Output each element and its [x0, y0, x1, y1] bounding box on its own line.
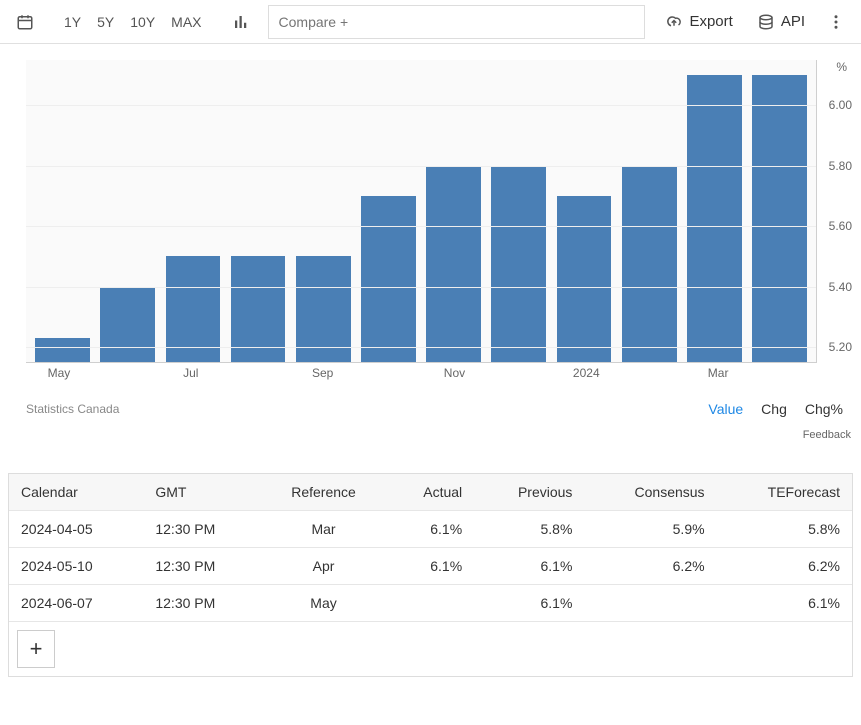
table-row: 2024-06-0712:30 PMMay 6.1% 6.1%	[9, 585, 852, 622]
col-consensus[interactable]: Consensus	[584, 474, 716, 511]
table-row: 2024-05-1012:30 PMApr6.1%6.1%6.2%6.2%	[9, 548, 852, 585]
bar[interactable]	[426, 166, 481, 362]
cell: 12:30 PM	[143, 585, 261, 622]
bar[interactable]	[100, 287, 155, 363]
x-tick: Mar	[708, 366, 729, 380]
col-previous[interactable]: Previous	[474, 474, 584, 511]
chart-plot[interactable]: 5.205.405.605.806.00	[26, 60, 817, 363]
mode-tab-chg[interactable]: Chg	[761, 401, 787, 417]
y-tick: 5.80	[829, 159, 852, 173]
cell: 12:30 PM	[143, 548, 261, 585]
col-gmt[interactable]: GMT	[143, 474, 261, 511]
y-axis-unit: %	[836, 60, 847, 74]
cell: 6.1%	[474, 548, 584, 585]
x-tick: May	[48, 366, 71, 380]
col-teforecast[interactable]: TEForecast	[717, 474, 852, 511]
cell	[584, 585, 716, 622]
mode-tab-value[interactable]: Value	[708, 401, 743, 417]
cell: 6.2%	[584, 548, 716, 585]
add-row-button[interactable]: +	[17, 630, 55, 668]
cell: 5.9%	[584, 511, 716, 548]
bar[interactable]	[752, 75, 807, 362]
col-actual[interactable]: Actual	[386, 474, 474, 511]
cell: 5.8%	[474, 511, 584, 548]
range-10y[interactable]: 10Y	[122, 5, 163, 39]
cell: 5.8%	[717, 511, 852, 548]
cell: 6.1%	[386, 511, 474, 548]
chart-footer: Statistics Canada Value Chg Chg%	[0, 393, 861, 427]
cell: 6.1%	[717, 585, 852, 622]
cell: 12:30 PM	[143, 511, 261, 548]
x-axis: May Jul Sep Nov 2024 Mar	[26, 363, 817, 385]
x-tick: Nov	[444, 366, 465, 380]
feedback-link[interactable]: Feedback	[803, 429, 851, 441]
x-tick: Jul	[183, 366, 198, 380]
bar[interactable]	[361, 196, 416, 362]
bar[interactable]	[491, 166, 546, 362]
chart-toolbar: 1Y5Y10YMAX Export API	[0, 0, 861, 44]
cell: Mar	[261, 511, 385, 548]
y-tick: 5.60	[829, 219, 852, 233]
calendar-table: CalendarGMTReferenceActualPreviousConsen…	[8, 473, 853, 677]
col-calendar[interactable]: Calendar	[9, 474, 143, 511]
cell: 2024-05-10	[9, 548, 143, 585]
api-label: API	[781, 13, 805, 30]
y-tick: 5.40	[829, 280, 852, 294]
y-tick: 6.00	[829, 98, 852, 112]
calendar-icon[interactable]	[8, 5, 42, 39]
cell: 6.1%	[474, 585, 584, 622]
chart-source: Statistics Canada	[26, 402, 690, 416]
table-row: 2024-04-0512:30 PMMar6.1%5.8%5.9%5.8%	[9, 511, 852, 548]
range-5y[interactable]: 5Y	[89, 5, 122, 39]
bar[interactable]	[687, 75, 742, 362]
range-max[interactable]: MAX	[163, 5, 209, 39]
bar[interactable]	[622, 166, 677, 362]
x-tick: 2024	[573, 366, 600, 380]
cell: 2024-04-05	[9, 511, 143, 548]
more-icon[interactable]	[819, 5, 853, 39]
chart-area: % 5.205.405.605.806.00 MayJulSepNov2024M…	[0, 44, 861, 393]
export-button[interactable]: Export	[655, 5, 742, 39]
range-1y[interactable]: 1Y	[56, 5, 89, 39]
bar[interactable]	[35, 338, 90, 362]
y-tick: 5.20	[829, 340, 852, 354]
cell: 6.1%	[386, 548, 474, 585]
x-tick: Sep	[312, 366, 333, 380]
api-button[interactable]: API	[747, 5, 815, 39]
cell: 6.2%	[717, 548, 852, 585]
cell: Apr	[261, 548, 385, 585]
col-reference[interactable]: Reference	[261, 474, 385, 511]
chart-type-icon[interactable]	[224, 5, 258, 39]
export-label: Export	[689, 13, 732, 30]
bar[interactable]	[557, 196, 612, 362]
cell: May	[261, 585, 385, 622]
mode-tab-chg%[interactable]: Chg%	[805, 401, 843, 417]
compare-input[interactable]	[268, 5, 646, 39]
cell	[386, 585, 474, 622]
table-header-row: CalendarGMTReferenceActualPreviousConsen…	[9, 474, 852, 511]
cell: 2024-06-07	[9, 585, 143, 622]
